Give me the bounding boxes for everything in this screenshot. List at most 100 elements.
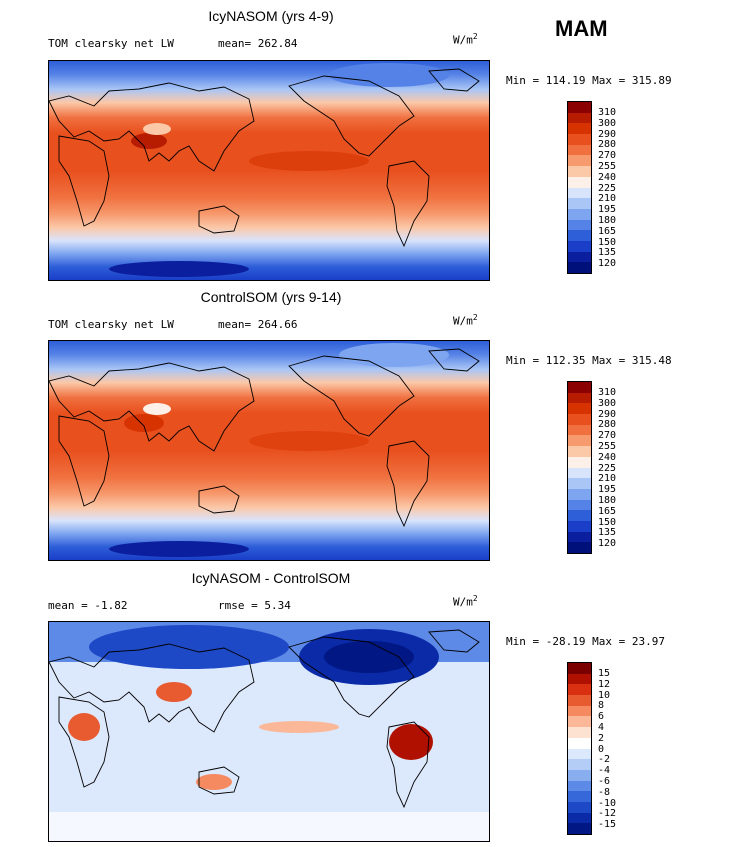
panel1-field [49, 61, 489, 280]
cbar3-label: -6 [598, 776, 611, 787]
cbar3-seg [568, 684, 591, 696]
cbar1-seg [568, 262, 591, 273]
cbar2-seg [568, 531, 591, 543]
cbar1-seg [568, 251, 591, 263]
cbar2-seg [568, 467, 591, 479]
panel1-mean: mean= 262.84 [218, 37, 298, 50]
cbar3-label: 0 [598, 743, 605, 755]
panel3-coastlines [49, 629, 480, 809]
panel1-arctic [329, 63, 449, 87]
cbar2-label: 240 [598, 451, 617, 463]
units-text: W/m [453, 595, 473, 609]
panel3-warm-samerica [389, 724, 433, 760]
panel3-warm-asia [156, 682, 192, 702]
cbar1-seg [568, 230, 591, 241]
panel1-hotspot-india [131, 133, 167, 149]
cbar2-label: 225 [598, 462, 617, 474]
cbar3-label: 12 [598, 678, 611, 690]
cbar1-label: 180 [598, 215, 617, 226]
cbar2-seg [568, 456, 591, 468]
cbar2-label: 270 [598, 430, 617, 442]
panel3-cold-eurasia [89, 625, 289, 669]
cbar2-label: 165 [598, 505, 617, 517]
panel3-rmse: rmse = 5.34 [218, 599, 291, 612]
cbar1-label: 225 [598, 182, 617, 194]
cbar1-seg [568, 102, 591, 113]
cbar1-label: 210 [598, 193, 617, 205]
panel1-units: W/m2 [453, 32, 478, 47]
units-sup: 2 [472, 32, 478, 41]
cbar3-label: 2 [598, 732, 605, 744]
panel2-field [49, 341, 489, 560]
cbar2-label: 300 [598, 397, 617, 409]
cbar3-seg [568, 812, 591, 824]
cbar2-seg [568, 414, 591, 425]
cbar1-seg [568, 187, 591, 199]
panel3-south-band [49, 812, 489, 841]
cbar2-seg [568, 478, 591, 489]
units-sup: 2 [472, 313, 478, 322]
season-label: MAM [555, 16, 608, 41]
cbar1-label: 165 [598, 225, 617, 237]
panel3-warm-africa [68, 713, 100, 741]
panel3-title: IcyNASOM - ControlSOM [191, 570, 351, 586]
cbar1-label: 300 [598, 117, 617, 129]
cbar2-label: 255 [598, 441, 617, 452]
panel2-map-svg [49, 341, 489, 560]
panel3-map [48, 621, 490, 842]
panel2-map [48, 340, 490, 561]
cbar3-seg [568, 695, 591, 706]
cbar3-label: -8 [598, 786, 611, 798]
cbar3-seg [568, 737, 591, 749]
units-sup: 2 [472, 594, 478, 603]
panel2-tibet-cold [143, 403, 171, 415]
cbar1-seg [568, 198, 591, 209]
panel3-mean: mean = -1.82 [48, 599, 128, 612]
cbar2-seg [568, 403, 591, 415]
cbar1-label: 310 [598, 107, 617, 118]
panel2-minmax: Min = 112.35 Max = 315.48 [506, 354, 672, 367]
panel3-minmax: Min = -28.19 Max = 23.97 [506, 635, 665, 648]
cbar2-seg [568, 499, 591, 511]
panel3-colorbar-labels: 15 12 10 8 6 4 2 0 -2 -4 -6 -8 -10 -12 -… [598, 669, 638, 834]
cbar3-seg [568, 673, 591, 685]
cbar3-label: -4 [598, 765, 611, 777]
panel2-units: W/m2 [453, 313, 478, 328]
cbar1-seg [568, 134, 591, 145]
cbar1-seg [568, 123, 591, 135]
cbar1-label: 150 [598, 236, 617, 248]
cbar1-label: 240 [598, 171, 617, 183]
cbar2-label: 310 [598, 387, 617, 398]
cbar3-seg [568, 823, 591, 834]
cbar2-seg [568, 510, 591, 521]
panel2-colorbar-labels: 310 300 290 280 270 255 240 225 210 195 … [598, 388, 638, 553]
cbar3-seg [568, 748, 591, 760]
panel2-hotspot-pacific [249, 431, 369, 451]
cbar1-label: 280 [598, 139, 617, 151]
cbar3-seg [568, 801, 591, 813]
cbar2-label: 180 [598, 495, 617, 506]
units-text: W/m [453, 33, 473, 47]
cbar2-seg [568, 446, 591, 457]
cbar1-seg [568, 208, 591, 220]
panel3-map-svg [49, 622, 489, 841]
panel1-map-svg [49, 61, 489, 280]
cbar2-seg [568, 424, 591, 436]
panel2-title: ControlSOM (yrs 9-14) [200, 289, 342, 305]
panel1-colorbar-labels: 310 300 290 280 270 255 240 225 210 195 … [598, 108, 638, 273]
cbar2-seg [568, 542, 591, 553]
cbar3-label: 4 [598, 722, 605, 733]
panel3-colorbar [567, 662, 592, 835]
panel3-cold-namerica-core [324, 641, 414, 673]
cbar2-seg [568, 392, 591, 404]
cbar3-label: -15 [598, 819, 617, 831]
cbar2-label: 210 [598, 473, 617, 485]
panel1-title: IcyNASOM (yrs 4-9) [208, 8, 334, 24]
cbar3-label: -12 [598, 808, 617, 820]
cbar2-label: 150 [598, 516, 617, 528]
cbar1-label: 135 [598, 247, 617, 259]
panel1-var-label: TOM clearsky net LW [48, 37, 174, 50]
cbar3-seg [568, 663, 591, 674]
panel1-map [48, 60, 490, 281]
cbar3-label: 10 [598, 689, 611, 701]
